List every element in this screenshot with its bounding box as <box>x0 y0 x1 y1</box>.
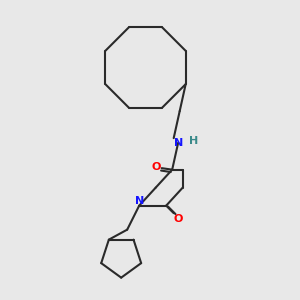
Text: H: H <box>189 136 198 146</box>
Text: O: O <box>173 214 183 224</box>
Text: O: O <box>151 162 160 172</box>
Text: N: N <box>135 196 144 206</box>
Text: N: N <box>174 138 183 148</box>
